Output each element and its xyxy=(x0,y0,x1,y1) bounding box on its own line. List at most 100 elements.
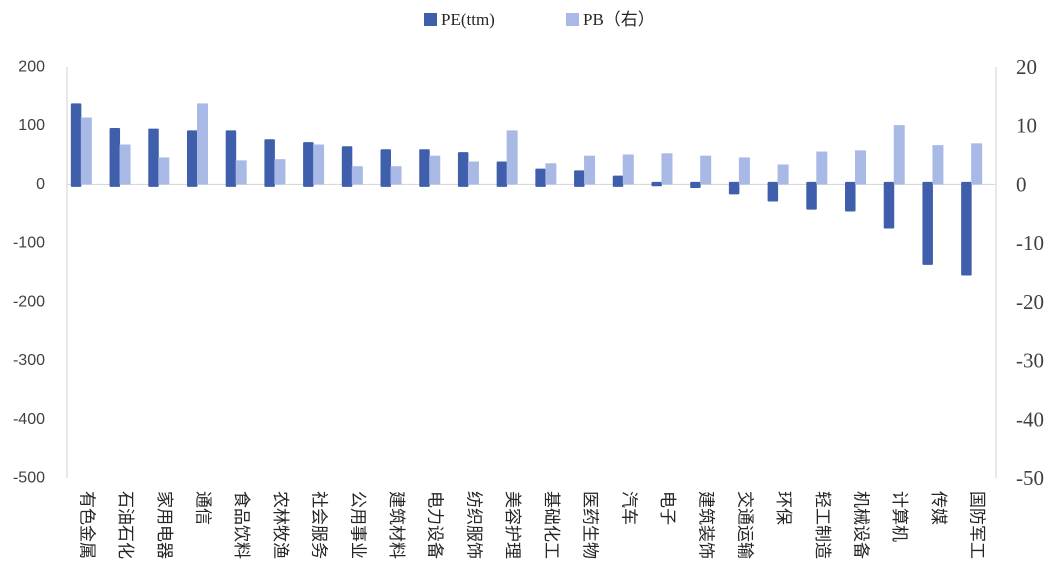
category-label: 纺织服饰 xyxy=(463,491,483,559)
left-axis-tick-label: -400 xyxy=(13,411,45,428)
pe-bar xyxy=(380,149,392,187)
axes xyxy=(66,67,997,478)
category-label: 美容护理 xyxy=(502,491,522,559)
pe-bar xyxy=(186,130,198,187)
pe-bar xyxy=(148,128,159,187)
category-label: 石油石化 xyxy=(115,491,135,559)
left-axis-tick-label: -500 xyxy=(13,470,45,487)
category-label: 电子 xyxy=(657,491,677,525)
pb-series-bars xyxy=(80,103,983,185)
pb-bar xyxy=(700,155,712,185)
pb-bar xyxy=(893,125,905,185)
pe-bar xyxy=(961,181,972,276)
category-label: 基础化工 xyxy=(541,491,561,559)
pe-bar xyxy=(341,146,353,187)
pe-bar xyxy=(496,161,508,187)
category-label: 环保 xyxy=(773,491,793,525)
category-label: 交通运输 xyxy=(734,491,754,559)
pb-bar xyxy=(932,145,944,185)
pb-bar xyxy=(351,166,363,185)
legend-item-pb: PB（右） xyxy=(566,10,655,29)
pb-bar xyxy=(738,157,750,185)
category-label: 建筑材料 xyxy=(386,491,406,559)
pe-bar xyxy=(728,181,740,195)
legend-swatch-pb xyxy=(566,13,579,26)
right-axis-tick-label: 10 xyxy=(1016,114,1037,138)
pb-bar xyxy=(661,153,673,185)
pe-bar xyxy=(225,130,237,187)
pe-bar xyxy=(690,181,701,188)
left-axis-tick-label: 0 xyxy=(36,176,45,193)
right-axis-tick-label: -10 xyxy=(1016,231,1044,255)
left-axis-tick-label: -300 xyxy=(13,352,45,369)
pb-bar xyxy=(971,143,983,185)
category-label: 社会服务 xyxy=(309,491,329,559)
legend: PE(ttm) PB（右） xyxy=(424,10,655,29)
pb-bar xyxy=(235,160,247,185)
left-axis-tick-label: 200 xyxy=(18,59,45,76)
pb-bar xyxy=(313,144,325,185)
pe-bar xyxy=(419,149,430,187)
pb-bar xyxy=(584,155,596,185)
pb-bar xyxy=(80,117,92,185)
pe-bar xyxy=(922,181,933,265)
pe-bar xyxy=(612,175,624,187)
pb-bar xyxy=(816,151,828,185)
right-axis-tick-label: -40 xyxy=(1016,407,1044,431)
pb-bar xyxy=(622,154,634,185)
right-axis-tick-label: 0 xyxy=(1016,172,1027,196)
legend-label-pe: PE(ttm) xyxy=(441,10,495,29)
legend-label-pb: PB（右） xyxy=(583,10,655,29)
pe-bar xyxy=(806,181,817,210)
pb-bar xyxy=(855,150,867,185)
pb-bar xyxy=(274,159,286,185)
pb-bar xyxy=(429,155,441,185)
pe-bar xyxy=(651,181,662,187)
pe-bar xyxy=(574,170,585,187)
right-axis-tick-label: -50 xyxy=(1016,466,1044,490)
category-label: 建筑装饰 xyxy=(696,491,716,559)
left-axis-tick-label: -100 xyxy=(13,235,45,252)
left-axis-tick-labels: 200 100 0 -100 -200 -300 -400 -500 xyxy=(13,59,45,487)
category-label: 家用电器 xyxy=(154,491,174,559)
category-label: 公用事业 xyxy=(347,491,367,559)
pb-bar xyxy=(158,157,170,185)
category-label: 汽车 xyxy=(618,491,638,525)
category-label: 食品饮料 xyxy=(231,491,251,559)
category-label: 有色金属 xyxy=(76,491,96,559)
legend-item-pe: PE(ttm) xyxy=(424,10,495,29)
pb-bar xyxy=(777,164,789,185)
pe-bar xyxy=(457,152,469,187)
category-label: 国防军工 xyxy=(967,491,987,559)
left-axis-tick-label: -200 xyxy=(13,293,45,310)
category-label: 医药生物 xyxy=(580,491,600,559)
pb-bar xyxy=(196,103,208,185)
pe-bar xyxy=(303,142,314,187)
pe-bar xyxy=(109,128,121,187)
right-axis-tick-label: -30 xyxy=(1016,349,1044,373)
category-label: 农林牧渔 xyxy=(270,491,290,559)
left-axis-tick-label: 100 xyxy=(18,117,45,134)
pb-bar xyxy=(390,166,402,185)
category-label: 机械设备 xyxy=(851,491,871,559)
category-label: 轻工制造 xyxy=(812,491,832,559)
pe-bar xyxy=(535,168,546,187)
pb-bar xyxy=(506,130,518,185)
pe-bar xyxy=(70,103,82,187)
pb-bar xyxy=(467,161,479,185)
legend-swatch-pe xyxy=(424,13,437,26)
category-label: 传媒 xyxy=(928,491,948,525)
pb-bar xyxy=(545,163,557,185)
pe-bar xyxy=(883,181,895,229)
category-axis-labels: 有色金属 石油石化 家用电器 通信 食品饮料 农林牧渔 社会服务 公用事业 建筑材料 电力设备 纺织… xyxy=(76,491,986,559)
pb-bar xyxy=(119,144,131,185)
pe-series-bars xyxy=(70,103,972,276)
category-label: 计算机 xyxy=(889,491,909,542)
pe-bar xyxy=(845,181,856,212)
category-label: 电力设备 xyxy=(425,491,445,559)
right-axis-tick-labels: 20 10 0 -10 -20 -30 -40 -50 xyxy=(1016,55,1044,490)
right-axis-tick-label: 20 xyxy=(1016,55,1037,79)
pe-bar xyxy=(264,139,275,187)
